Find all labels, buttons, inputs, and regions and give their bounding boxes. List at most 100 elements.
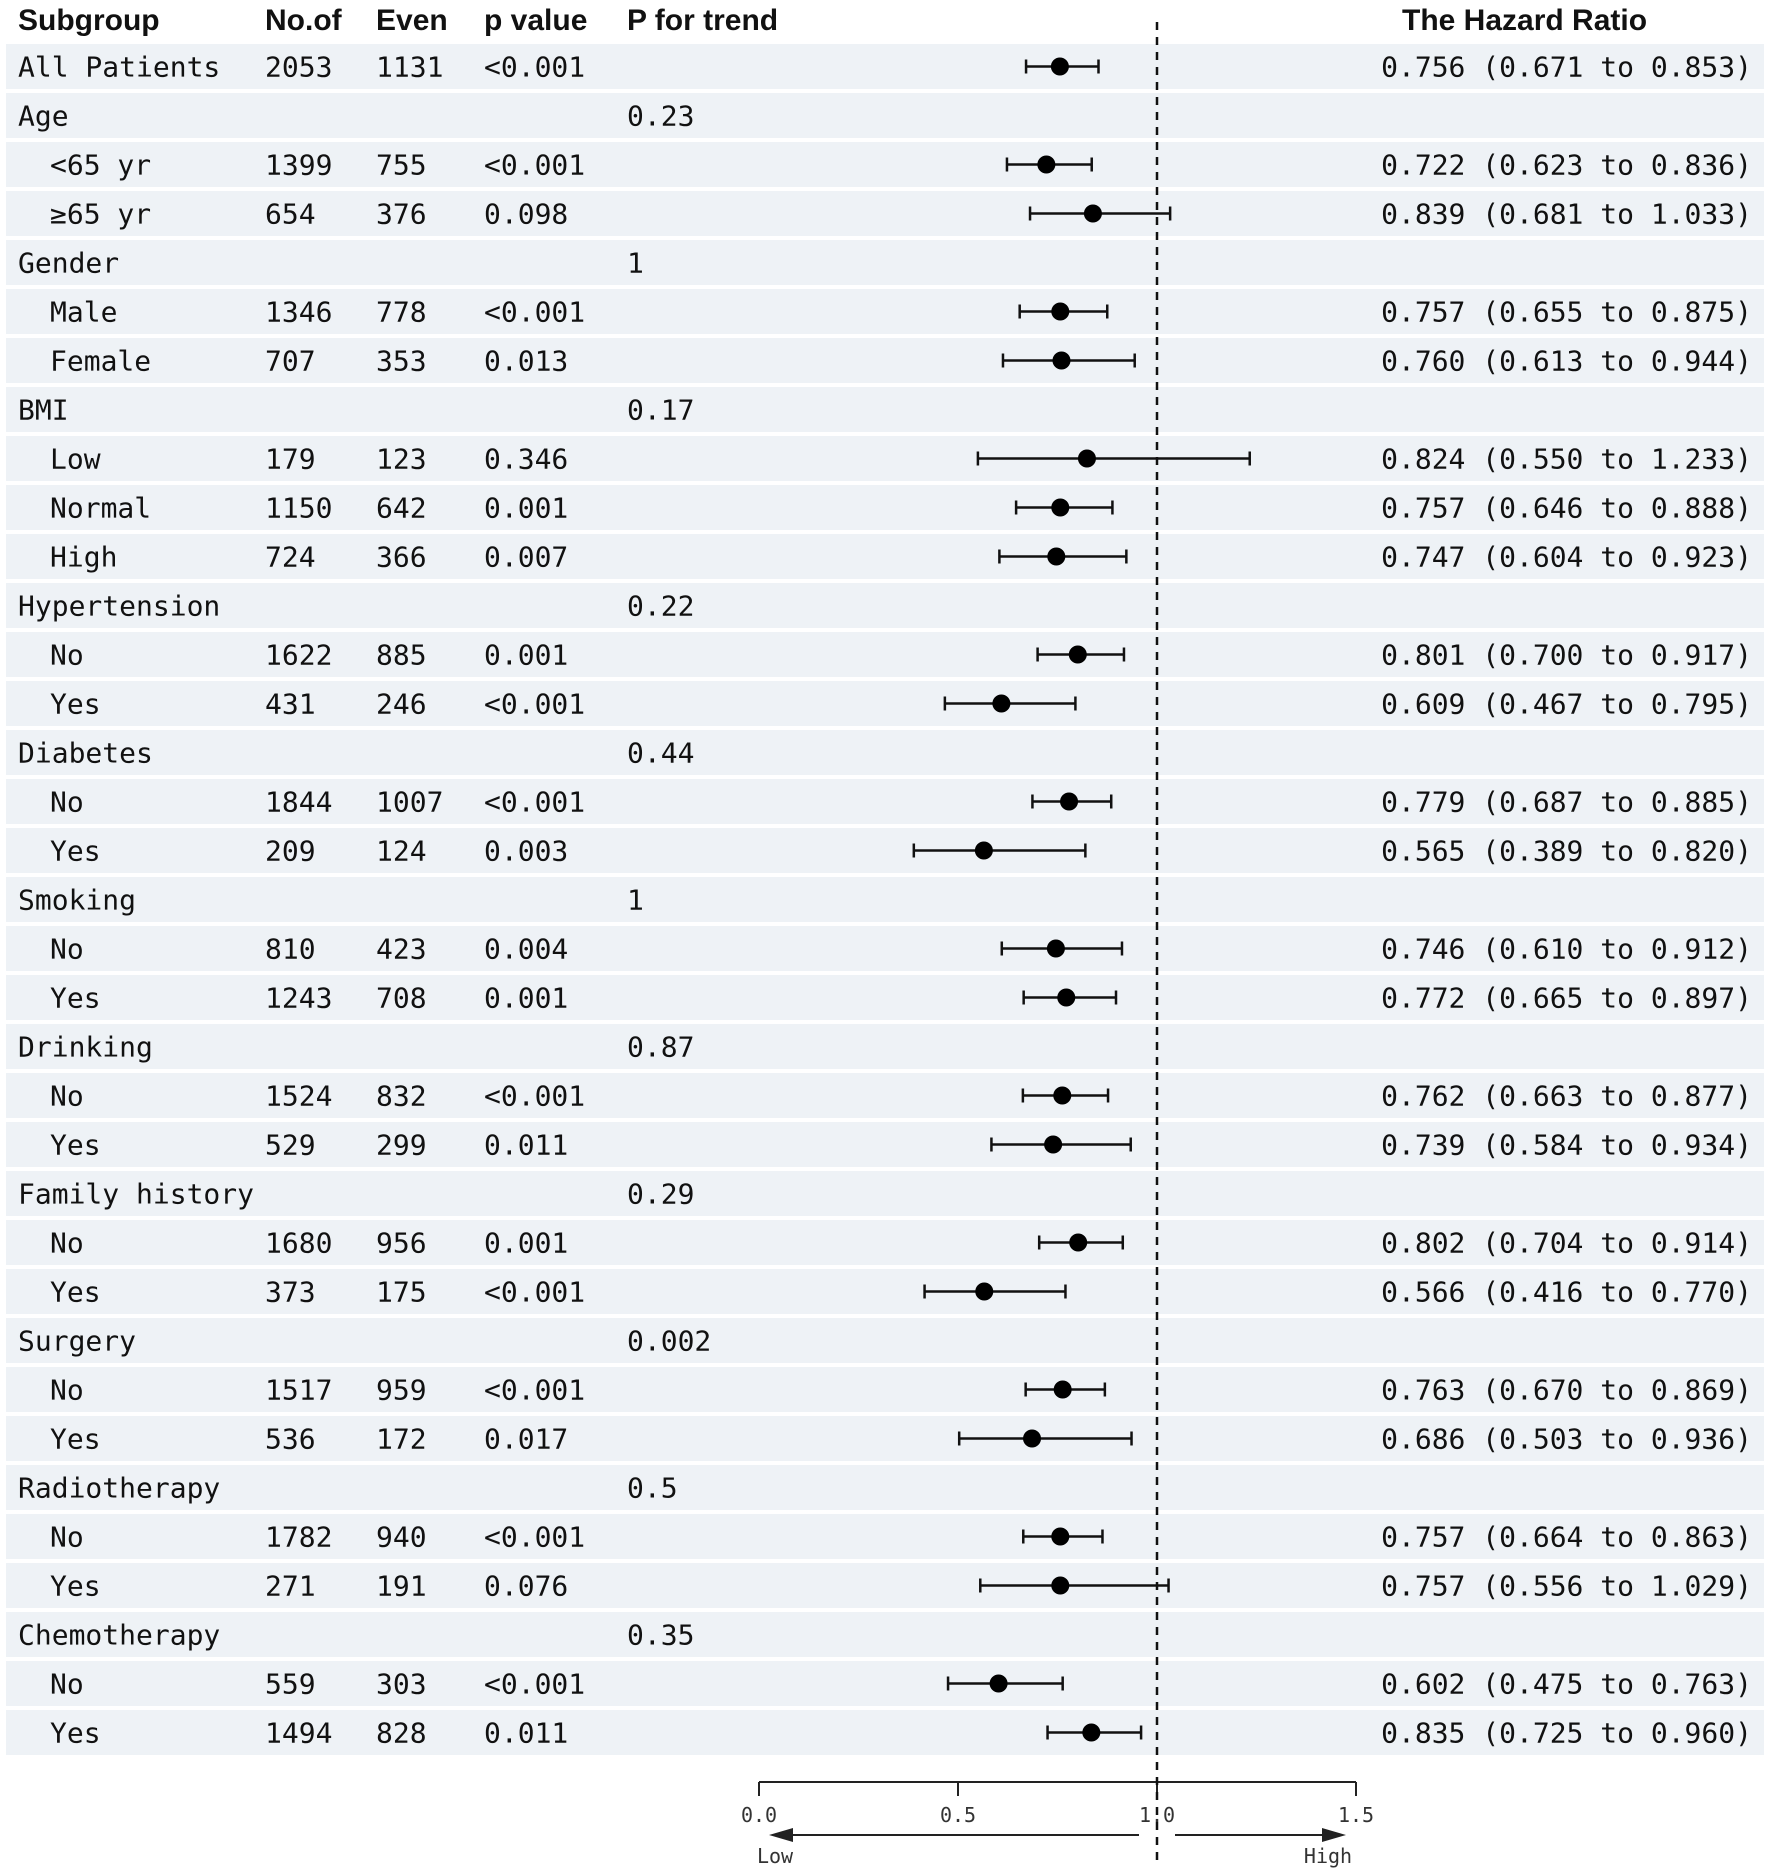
header-subgroup: Subgroup xyxy=(18,4,160,37)
high-arrow-head xyxy=(1322,1828,1346,1842)
p-trend-cell: 0.17 xyxy=(627,394,694,427)
header-p-trend: P for trend xyxy=(627,4,778,37)
row-band xyxy=(6,1563,1764,1608)
n-cell: 810 xyxy=(265,933,316,966)
hazard-ratio-cell: 0.722 (0.623 to 0.836) xyxy=(1381,149,1752,182)
events-cell: 175 xyxy=(376,1276,427,1309)
high-label: High xyxy=(1304,1844,1352,1868)
hazard-ratio-cell: 0.746 (0.610 to 0.912) xyxy=(1381,933,1752,966)
n-cell: 179 xyxy=(265,443,316,476)
n-cell: 1517 xyxy=(265,1374,332,1407)
hr-point xyxy=(1046,939,1065,958)
row-band xyxy=(6,1024,1764,1069)
hr-point xyxy=(1023,1429,1042,1448)
subgroup-label: Drinking xyxy=(18,1031,153,1064)
row-band xyxy=(6,730,1764,775)
row-band xyxy=(6,289,1764,334)
p-value-cell: 0.098 xyxy=(484,198,568,231)
header-hazard-ratio: The Hazard Ratio xyxy=(1402,4,1647,37)
hazard-ratio-cell: 0.747 (0.604 to 0.923) xyxy=(1381,541,1752,574)
p-value-cell: 0.003 xyxy=(484,835,568,868)
row-band xyxy=(6,534,1764,579)
p-value-cell: 0.011 xyxy=(484,1717,568,1750)
n-cell: 1844 xyxy=(265,786,332,819)
hr-point xyxy=(1037,155,1056,174)
low-arrow-head xyxy=(769,1828,793,1842)
row-band xyxy=(6,142,1764,187)
subgroup-label: High xyxy=(50,541,117,574)
row-band xyxy=(6,240,1764,285)
events-cell: 366 xyxy=(376,541,427,574)
p-value-cell: <0.001 xyxy=(484,296,585,329)
subgroup-label: Low xyxy=(50,443,101,476)
hazard-ratio-cell: 0.757 (0.556 to 1.029) xyxy=(1381,1570,1752,1603)
events-cell: 885 xyxy=(376,639,427,672)
hr-point xyxy=(1051,1527,1070,1546)
n-cell: 1150 xyxy=(265,492,332,525)
n-cell: 654 xyxy=(265,198,316,231)
hr-point xyxy=(1057,988,1076,1007)
p-value-cell: <0.001 xyxy=(484,1521,585,1554)
p-value-cell: 0.346 xyxy=(484,443,568,476)
row-band xyxy=(6,1710,1764,1755)
table-body: All Patients 2053 1131 <0.001 0.756 (0.671 t… xyxy=(18,51,1752,1750)
p-trend-cell: 0.23 xyxy=(627,100,694,133)
row-band xyxy=(6,1220,1764,1265)
events-cell: 959 xyxy=(376,1374,427,1407)
hazard-ratio-cell: 0.760 (0.613 to 0.944) xyxy=(1381,345,1752,378)
p-value-cell: 0.007 xyxy=(484,541,568,574)
hazard-ratio-cell: 0.762 (0.663 to 0.877) xyxy=(1381,1080,1752,1113)
subgroup-label: Yes xyxy=(50,982,101,1015)
row-band xyxy=(6,1269,1764,1314)
hr-point xyxy=(1068,645,1087,664)
n-cell: 431 xyxy=(265,688,316,721)
hr-point xyxy=(1077,449,1096,468)
row-band xyxy=(6,779,1764,824)
n-cell: 1399 xyxy=(265,149,332,182)
hazard-ratio-cell: 0.757 (0.655 to 0.875) xyxy=(1381,296,1752,329)
p-trend-cell: 0.87 xyxy=(627,1031,694,1064)
hr-point xyxy=(1050,57,1069,76)
hr-point xyxy=(1052,351,1071,370)
row-band xyxy=(6,1171,1764,1216)
hr-point xyxy=(1069,1233,1088,1252)
row-band xyxy=(6,387,1764,432)
subgroup-label: Female xyxy=(50,345,151,378)
low-label: Low xyxy=(757,1844,794,1868)
subgroup-label: Yes xyxy=(50,1423,101,1456)
subgroup-label: Surgery xyxy=(18,1325,136,1358)
events-cell: 303 xyxy=(376,1668,427,1701)
p-value-cell: <0.001 xyxy=(484,688,585,721)
p-value-cell: 0.017 xyxy=(484,1423,568,1456)
hazard-ratio-cell: 0.802 (0.704 to 0.914) xyxy=(1381,1227,1752,1260)
row-band xyxy=(6,1661,1764,1706)
p-value-cell: 0.001 xyxy=(484,1227,568,1260)
row-band xyxy=(6,1612,1764,1657)
hr-point xyxy=(1051,1576,1070,1595)
hr-point xyxy=(989,1674,1008,1693)
p-trend-cell: 0.44 xyxy=(627,737,694,770)
row-band xyxy=(6,583,1764,628)
subgroup-label: No xyxy=(50,1668,84,1701)
n-cell: 209 xyxy=(265,835,316,868)
subgroup-label: Hypertension xyxy=(18,590,220,623)
p-value-cell: <0.001 xyxy=(484,786,585,819)
subgroup-label: Yes xyxy=(50,1717,101,1750)
subgroup-label: Yes xyxy=(50,1129,101,1162)
hr-point xyxy=(1060,792,1079,811)
hazard-ratio-cell: 0.757 (0.664 to 0.863) xyxy=(1381,1521,1752,1554)
subgroup-label: No xyxy=(50,1227,84,1260)
n-cell: 724 xyxy=(265,541,316,574)
p-value-cell: 0.076 xyxy=(484,1570,568,1603)
p-trend-cell: 0.22 xyxy=(627,590,694,623)
row-band xyxy=(6,1367,1764,1412)
row-band xyxy=(6,632,1764,677)
subgroup-label: Chemotherapy xyxy=(18,1619,220,1652)
p-value-cell: 0.011 xyxy=(484,1129,568,1162)
n-cell: 271 xyxy=(265,1570,316,1603)
p-value-cell: 0.001 xyxy=(484,982,568,1015)
events-cell: 940 xyxy=(376,1521,427,1554)
row-bands xyxy=(6,44,1764,1755)
row-band xyxy=(6,1514,1764,1559)
